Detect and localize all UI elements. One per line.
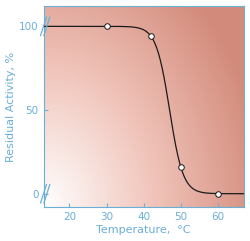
Point bbox=[216, 192, 220, 195]
Y-axis label: Residual Activity, %: Residual Activity, % bbox=[6, 52, 16, 162]
Point bbox=[149, 34, 153, 38]
Point bbox=[179, 165, 183, 169]
X-axis label: Temperature,  °C: Temperature, °C bbox=[96, 225, 191, 235]
Point bbox=[104, 24, 108, 28]
